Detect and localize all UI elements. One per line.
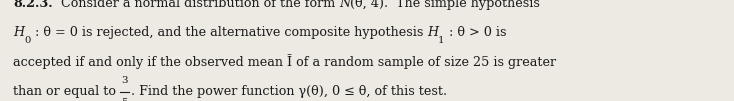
Text: Consider a normal distribution of the form: Consider a normal distribution of the fo… (53, 0, 339, 10)
Text: 5: 5 (121, 98, 128, 101)
Text: accepted if and only if the observed mean Ī of a random sample of size 25 is gre: accepted if and only if the observed mea… (13, 54, 556, 69)
Text: 0: 0 (24, 36, 31, 45)
Text: . Find the power function γ(θ), 0 ≤ θ, of this test.: . Find the power function γ(θ), 0 ≤ θ, o… (131, 85, 447, 98)
Text: 1: 1 (438, 36, 445, 45)
Text: H: H (427, 26, 438, 39)
Text: 8.2.3.: 8.2.3. (13, 0, 53, 10)
Text: 3: 3 (121, 76, 128, 85)
Text: H: H (13, 26, 24, 39)
Text: N: N (339, 0, 350, 10)
Text: : θ > 0 is: : θ > 0 is (445, 26, 506, 39)
Text: than or equal to: than or equal to (13, 85, 120, 98)
Text: (θ, 4).  The simple hypothesis: (θ, 4). The simple hypothesis (350, 0, 540, 10)
Text: : θ = 0 is rejected, and the alternative composite hypothesis: : θ = 0 is rejected, and the alternative… (31, 26, 427, 39)
